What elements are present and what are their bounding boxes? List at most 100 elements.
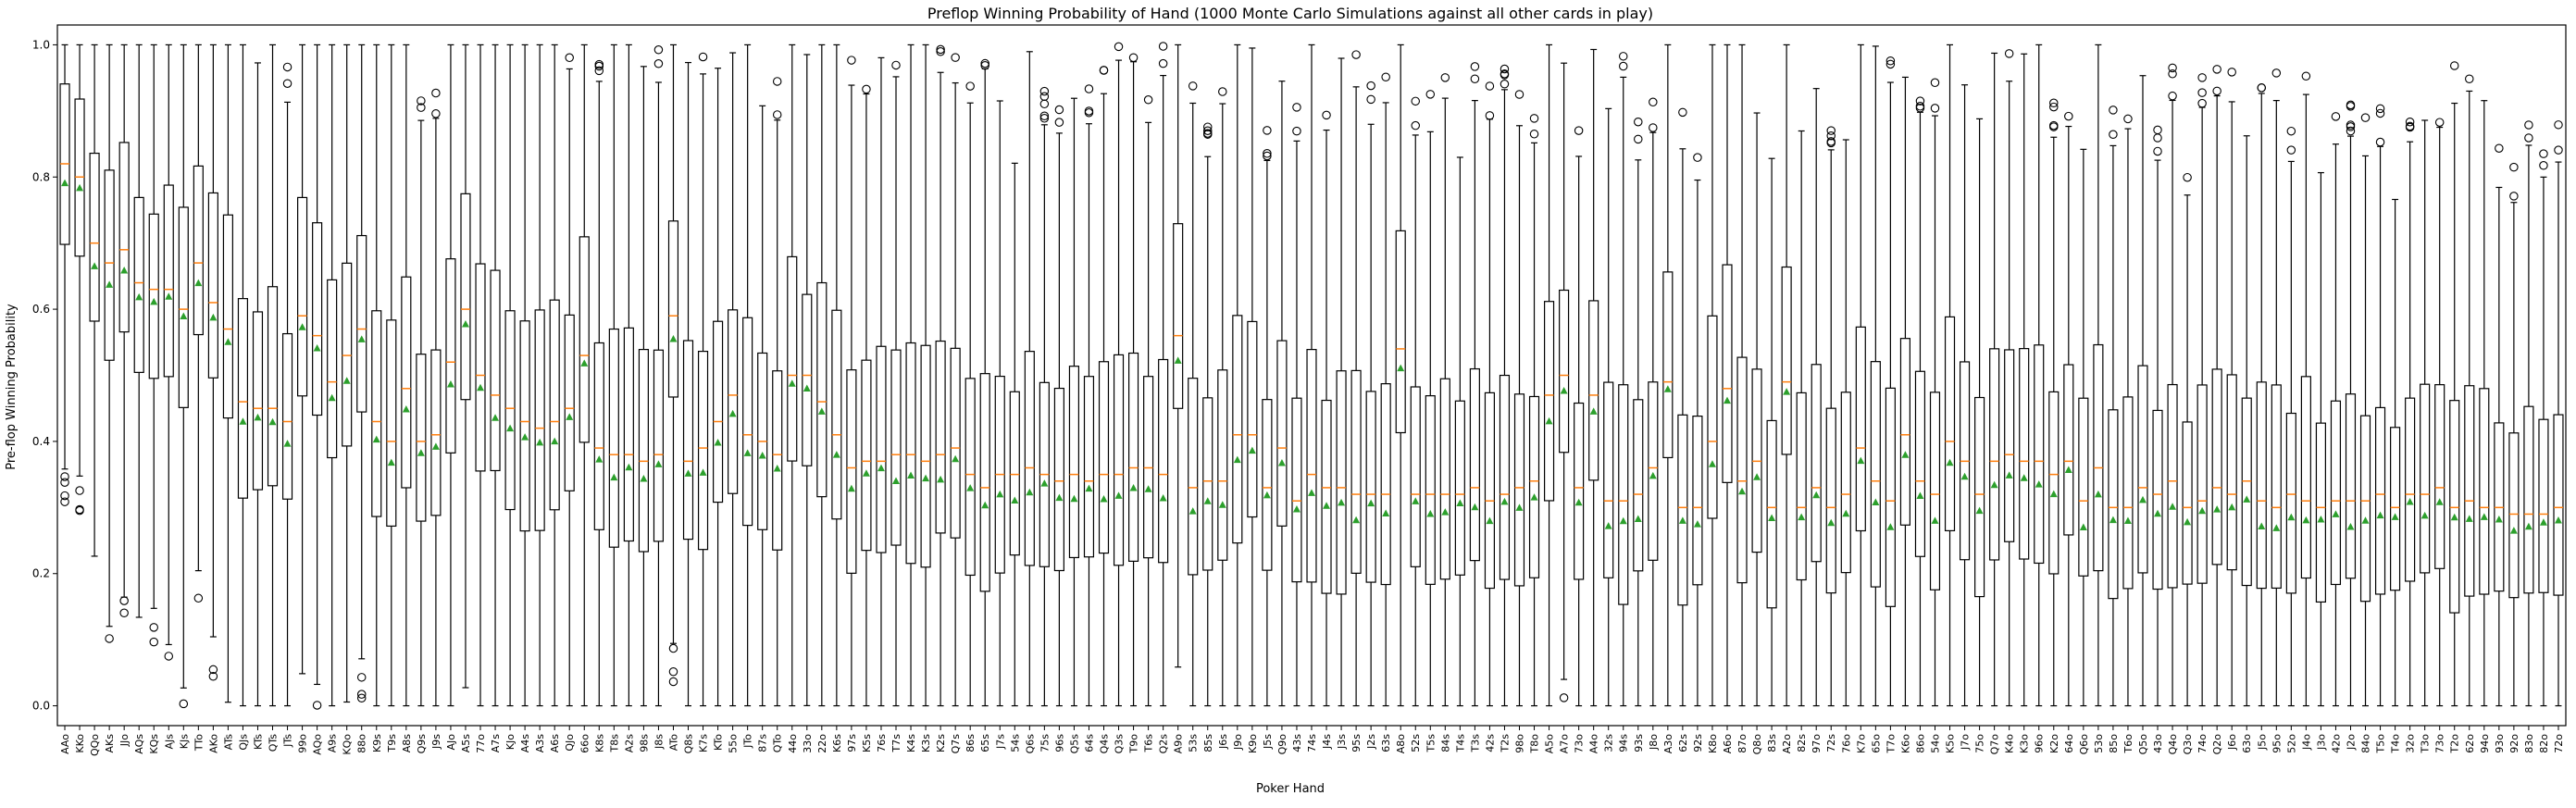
mean-marker — [2435, 498, 2444, 505]
outlier-point — [1485, 81, 1495, 91]
x-tick-label: Q6o — [2078, 734, 2090, 755]
mean-marker — [1574, 498, 1583, 506]
x-tick-label: 94s — [1618, 734, 1630, 752]
outlier-point — [847, 56, 856, 65]
x-tick-label: 76s — [876, 734, 888, 752]
mean-marker — [2524, 522, 2532, 530]
mean-marker — [1975, 506, 1984, 515]
x-tick-label: A6s — [549, 734, 561, 753]
mean-marker — [595, 455, 604, 463]
box — [416, 354, 427, 522]
outlier-point — [772, 110, 782, 119]
outlier-point — [2539, 161, 2548, 170]
mean-marker — [788, 379, 796, 387]
outlier-point — [2271, 68, 2282, 78]
mean-marker — [2495, 515, 2503, 523]
x-tick-label: 22o — [816, 734, 828, 753]
x-tick-label: T5o — [2375, 734, 2387, 754]
box — [2538, 418, 2549, 593]
box — [2359, 415, 2371, 603]
mean-marker — [1798, 513, 1806, 521]
mean-marker — [1589, 407, 1598, 415]
outlier-point — [862, 84, 871, 94]
outlier-point — [2197, 98, 2207, 108]
box — [2479, 388, 2490, 595]
x-tick-label: 96o — [2034, 734, 2046, 753]
outlier-point — [356, 690, 367, 699]
x-tick-label: Q9s — [416, 734, 428, 754]
box — [297, 196, 308, 397]
x-tick-label: 86o — [1914, 734, 1926, 753]
x-tick-label: J7s — [994, 734, 1006, 750]
outlier-point — [2064, 111, 2073, 121]
outlier-point — [2168, 69, 2177, 79]
mean-marker — [2094, 490, 2102, 498]
box — [2405, 397, 2416, 582]
box — [1707, 315, 1718, 519]
box — [623, 327, 634, 542]
box — [608, 328, 619, 548]
outlier-point — [2524, 133, 2533, 143]
mean-marker — [2138, 495, 2147, 503]
box — [2048, 391, 2060, 575]
x-tick-label: A9o — [1173, 734, 1185, 754]
x-tick-label: T2s — [1499, 734, 1511, 753]
mean-marker — [1486, 516, 1494, 525]
mean-marker — [2109, 516, 2117, 524]
x-tick-label: 54o — [1929, 734, 1941, 753]
outlier-point — [1188, 81, 1198, 91]
outlier-point — [1930, 78, 1940, 88]
outlier-point — [2049, 122, 2059, 131]
x-tick-label: J6s — [1217, 734, 1229, 750]
x-tick-label: Q8s — [683, 734, 695, 754]
x-tick-label: K7s — [698, 734, 710, 752]
x-tick-label: AJs — [163, 734, 175, 750]
outlier-point — [2360, 113, 2371, 122]
x-tick-label: 42s — [1484, 734, 1496, 752]
x-tick-label: 72s — [1825, 734, 1837, 752]
mean-marker — [2213, 505, 2221, 513]
x-tick-label: 84o — [2360, 734, 2372, 753]
box — [1633, 399, 1644, 572]
outlier-point — [1158, 58, 1168, 68]
outlier-point — [2405, 121, 2415, 131]
x-tick-label: Q5o — [2137, 734, 2149, 755]
box — [2285, 412, 2296, 594]
x-tick-label: 87o — [1736, 734, 1748, 753]
box — [1439, 378, 1450, 580]
mean-marker — [135, 292, 143, 301]
x-tick-label: T7o — [1885, 734, 1897, 754]
x-tick-label: J8o — [1648, 734, 1660, 751]
mean-marker — [446, 379, 454, 388]
x-tick-label: K5o — [1945, 734, 1957, 753]
outlier-point — [2554, 145, 2563, 155]
x-tick-label: A3s — [534, 734, 546, 753]
outlier-point — [1930, 104, 1940, 113]
x-tick-label: T6o — [2122, 734, 2134, 754]
outlier-point — [951, 53, 960, 62]
outlier-point — [1084, 106, 1094, 116]
outlier-point — [1039, 86, 1050, 96]
outlier-point — [2346, 126, 2356, 136]
outlier-point — [698, 52, 708, 62]
x-tick-label: 95s — [1350, 734, 1363, 752]
mean-marker — [2049, 490, 2058, 498]
mean-marker — [1545, 416, 1553, 425]
x-tick-label: J5o — [2256, 734, 2268, 751]
outlier-point — [60, 472, 69, 481]
x-tick-label: Q9o — [1276, 734, 1288, 755]
x-tick-label: 87s — [757, 734, 769, 752]
mean-marker — [2228, 503, 2236, 511]
box — [2108, 409, 2119, 600]
mean-marker — [1426, 510, 1435, 517]
x-tick-label: 55o — [728, 734, 740, 753]
x-tick-label: KTs — [252, 734, 264, 750]
x-tick-label: KQs — [148, 734, 160, 754]
box — [519, 320, 530, 532]
mean-marker — [684, 469, 692, 477]
mean-marker — [817, 407, 826, 415]
mean-marker — [1263, 491, 1271, 499]
mean-marker — [966, 484, 975, 491]
outlier-point — [2109, 130, 2118, 140]
